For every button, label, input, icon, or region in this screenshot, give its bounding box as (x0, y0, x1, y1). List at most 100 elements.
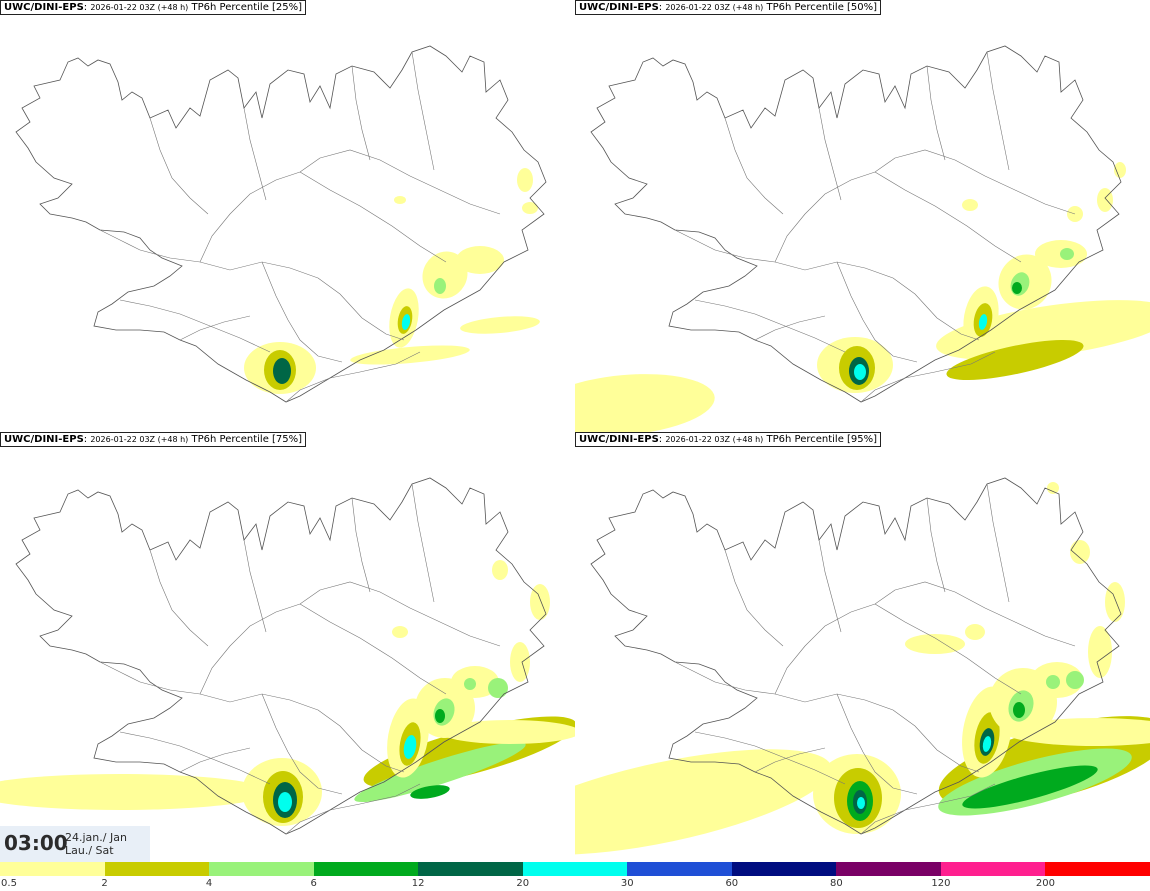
road-line (754, 747, 826, 773)
ocean-precip-band (0, 774, 270, 810)
road-line (199, 589, 321, 695)
precip-contour (350, 345, 470, 365)
legend-swatch (627, 862, 733, 876)
ocean-precip-band (354, 741, 526, 803)
product-name: TP6h Percentile [75%] (191, 434, 303, 445)
legend-swatch (522, 862, 628, 876)
road-line (714, 681, 894, 711)
valid-day-text: Lau./ Sat (65, 844, 114, 857)
precip-contour (1070, 540, 1090, 564)
run-time: 2026-01-22 03Z (+48 h) (90, 3, 189, 12)
road-line (860, 351, 996, 403)
model-name: UWC/DINI-EPS (4, 2, 84, 13)
precip-contour (435, 709, 445, 723)
run-time: 2026-01-22 03Z (+48 h) (665, 435, 764, 444)
precip-layer (0, 560, 575, 826)
road-line (411, 483, 435, 603)
road-line (119, 731, 271, 785)
ocean-precip-band (962, 765, 1098, 809)
precip-contour (492, 560, 508, 580)
road-line (351, 65, 371, 161)
ocean-precip-band (575, 749, 832, 855)
road-line (199, 157, 321, 263)
model-name: UWC/DINI-EPS (579, 434, 659, 445)
road-line (674, 661, 716, 683)
legend-swatch (313, 862, 419, 876)
precip-contour (857, 797, 865, 809)
road-line (317, 709, 405, 773)
precip-contour (1060, 248, 1074, 260)
precip-contour (982, 736, 992, 752)
road-line (774, 157, 896, 263)
legend-tick-label: 4 (205, 878, 213, 889)
ocean-precip-band (575, 374, 715, 432)
road-line (874, 603, 1022, 695)
precip-contour (460, 316, 540, 334)
panel-title: UWC/DINI-EPS: 2026-01-22 03Z (+48 h) TP6… (575, 0, 882, 15)
valid-time-box: 03:00 24.jan./ Jan Lau./ Sat (0, 826, 150, 862)
road-line (319, 581, 501, 647)
panel-75: UWC/DINI-EPS: 2026-01-22 03Z (+48 h) TP6… (0, 432, 575, 862)
road-line (894, 581, 1076, 647)
precip-contour (1105, 582, 1125, 622)
ocean-precip-band (440, 720, 575, 744)
road-line (724, 549, 784, 647)
precip-contour (394, 196, 406, 204)
precip-contour (1047, 482, 1059, 494)
road-line (836, 693, 918, 795)
precip-contour (1046, 675, 1060, 689)
precip-contour (1114, 162, 1126, 178)
valid-time: 03:00 (4, 831, 68, 855)
legend-tick-label: 6 (310, 878, 317, 889)
run-time: 2026-01-22 03Z (+48 h) (665, 3, 764, 12)
precip-contour (434, 278, 446, 294)
coastline (15, 477, 547, 835)
color-legend (0, 862, 1150, 876)
road-line (261, 261, 343, 363)
map-25 (15, 45, 547, 403)
road-line (179, 747, 251, 773)
road-line (986, 51, 1010, 171)
road-line (714, 249, 894, 279)
road-line (243, 539, 267, 633)
precip-contour (1088, 626, 1112, 678)
road-line (818, 539, 842, 633)
road-line (261, 693, 343, 795)
legend-tick-label: 2 (101, 878, 108, 889)
panel-50: UWC/DINI-EPS: 2026-01-22 03Z (+48 h) TP6… (575, 0, 1150, 432)
precip-layer (575, 162, 1150, 432)
road-line (299, 171, 447, 263)
road-line (99, 661, 141, 683)
precip-layer (575, 482, 1150, 855)
precip-contour (401, 314, 411, 330)
panel-title: UWC/DINI-EPS: 2026-01-22 03Z (+48 h) TP6… (575, 432, 882, 447)
precip-contour (854, 364, 866, 380)
road-line (119, 299, 271, 353)
precip-contour (522, 202, 538, 214)
valid-date: 24.jan./ Jan Lau./ Sat (65, 831, 127, 857)
legend-swatch (731, 862, 837, 876)
road-line (299, 603, 447, 695)
road-line (694, 299, 846, 353)
precip-contour (1097, 188, 1113, 212)
coastline (590, 477, 1122, 835)
road-line (926, 497, 946, 593)
precip-layer (244, 168, 540, 394)
road-line (179, 315, 251, 341)
legend-tick-label: 12 (411, 878, 425, 889)
road-line (774, 589, 896, 695)
road-line (351, 497, 371, 593)
road-line (986, 483, 1010, 603)
road-line (139, 249, 319, 279)
map-95 (575, 477, 1150, 855)
road-line (894, 149, 1076, 215)
panel-25: UWC/DINI-EPS: 2026-01-22 03Z (+48 h) TP6… (0, 0, 575, 432)
precip-contour (403, 735, 417, 759)
product-name: TP6h Percentile [25%] (191, 2, 303, 13)
road-line (724, 117, 784, 215)
road-line (926, 65, 946, 161)
legend-tick-label: 120 (931, 878, 951, 889)
legend-swatch (940, 862, 1046, 876)
model-name: UWC/DINI-EPS (4, 434, 84, 445)
coastline (590, 45, 1122, 403)
